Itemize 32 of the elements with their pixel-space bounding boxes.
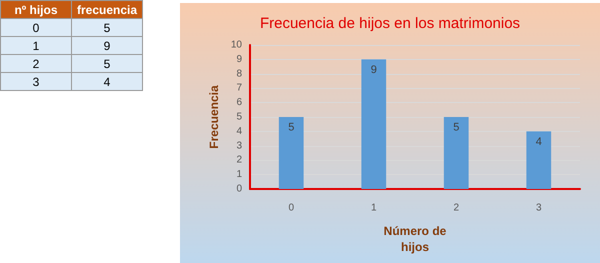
- chart-title: Frecuencia de hijos en los matrimonios: [260, 15, 520, 32]
- y-tick-label: 3: [236, 140, 242, 152]
- data-label: 4: [536, 136, 542, 148]
- y-tick-label: 8: [236, 68, 242, 80]
- y-tick-label: 5: [236, 112, 242, 122]
- category-label: 1: [32, 38, 40, 52]
- text: 5: [104, 20, 110, 34]
- x-tick-label: 3: [536, 202, 542, 214]
- data-label: 5: [453, 122, 460, 134]
- y-tick-label: 1: [236, 169, 242, 180]
- data-label: 9: [370, 64, 377, 76]
- text: frecuencia: [72, 0, 142, 18]
- y-axis-title: Frecuencia: [206, 85, 221, 149]
- text: 9: [104, 38, 110, 52]
- y-tick-label: 4: [236, 126, 242, 137]
- data-label: 5: [288, 122, 294, 134]
- text: 5: [104, 56, 110, 70]
- x-tick-label: 1: [370, 202, 377, 214]
- x-tick-label: 0: [288, 202, 294, 214]
- y-tick-label: 7: [236, 82, 242, 94]
- y-tick-label: 2: [236, 154, 242, 166]
- x-axis-title: Número de hijos: [384, 224, 447, 254]
- y-tick-label: 6: [236, 97, 242, 108]
- category-label: 0: [32, 20, 40, 34]
- y-tick-label: 0: [236, 184, 242, 194]
- text: 4: [104, 74, 110, 88]
- y-tick-label: 10: [230, 40, 242, 50]
- category-label: 3: [32, 74, 40, 88]
- category-label: 2: [32, 56, 40, 70]
- x-tick-label: 2: [453, 202, 460, 214]
- y-tick-label: 9: [236, 54, 242, 65]
- text: nº hijos: [0, 0, 72, 18]
